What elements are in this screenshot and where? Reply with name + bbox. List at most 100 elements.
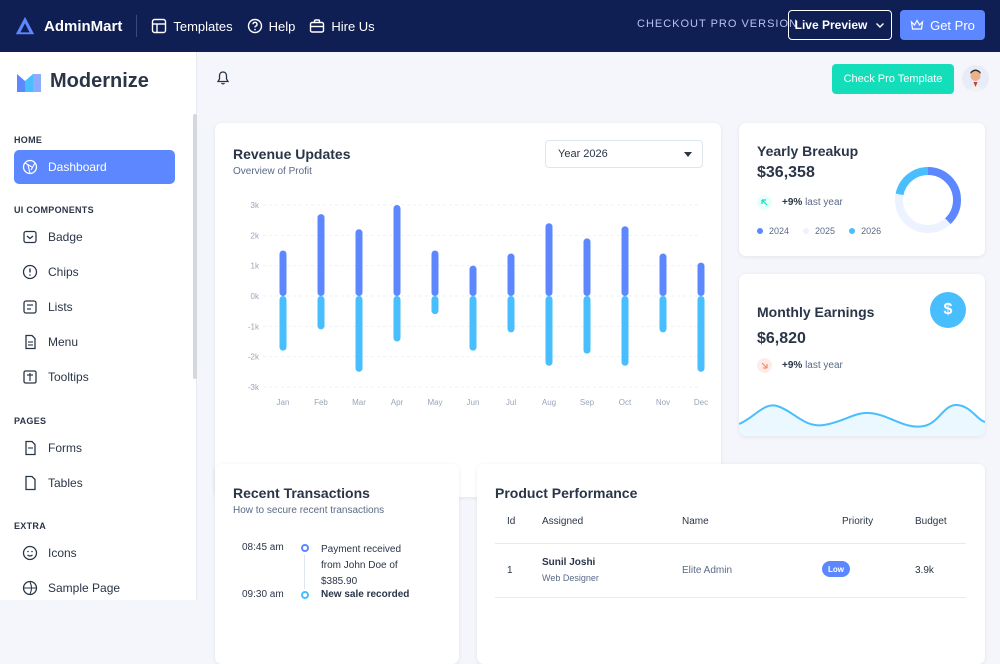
file-icon: [25, 334, 36, 350]
bar-positive[interactable]: [583, 238, 591, 296]
avatar[interactable]: [962, 65, 989, 92]
bar-positive[interactable]: [393, 205, 401, 296]
sidebar-item-label: Badge: [48, 230, 83, 244]
bar-negative[interactable]: [469, 296, 477, 351]
transactions-subtitle: How to secure recent transactions: [233, 505, 385, 516]
bar-negative[interactable]: [393, 296, 401, 342]
bar-positive[interactable]: [279, 250, 287, 297]
bar-positive[interactable]: [317, 214, 325, 296]
monthly-change-row: +9% last year: [782, 360, 843, 371]
sidebar-item-lists[interactable]: Lists: [14, 290, 175, 324]
bar-negative[interactable]: [583, 296, 591, 354]
briefcase-icon: [310, 19, 325, 33]
y-tick-label: 1k: [251, 262, 260, 271]
bar-positive[interactable]: [469, 265, 477, 296]
bar-negative[interactable]: [317, 296, 325, 330]
bar-positive[interactable]: [507, 253, 515, 296]
bar-positive[interactable]: [697, 262, 705, 296]
file-icon: [25, 440, 36, 456]
donut-slice[interactable]: [895, 167, 961, 233]
brand[interactable]: AdminMart: [14, 15, 122, 37]
y-tick-label: 3k: [251, 201, 260, 210]
bar-negative[interactable]: [697, 296, 705, 372]
timeline-line: [304, 555, 305, 589]
sidebar-item-label: Sample Page: [48, 581, 121, 595]
revenue-card: Revenue Updates Overview of Profit Year …: [215, 123, 721, 497]
bar-negative[interactable]: [507, 296, 515, 333]
x-tick-label: Apr: [391, 398, 404, 407]
get-pro-button[interactable]: Get Pro: [900, 10, 985, 40]
yearly-title: Yearly Breakup: [757, 143, 859, 159]
mood-icon: [22, 545, 38, 561]
sidebar-item-label: Lists: [48, 300, 73, 314]
nav-hire-us[interactable]: Hire Us: [309, 18, 375, 34]
nav-templates-label: Templates: [173, 18, 233, 34]
sidebar-item-tooltips[interactable]: Tooltips: [14, 360, 175, 394]
yearly-breakup-card: Yearly Breakup $36,358 +9% last year 202…: [739, 123, 985, 256]
table-divider: [495, 543, 966, 544]
year-select-value: Year 2026: [558, 148, 608, 160]
y-tick-label: 2k: [251, 231, 260, 240]
yearly-value: $36,358: [757, 164, 815, 181]
transaction-text-line: Payment received: [321, 544, 402, 555]
transaction-text-line: $385.90: [321, 576, 358, 587]
cell-budget: 3.9k: [915, 565, 934, 576]
sidebar-item-forms[interactable]: Forms: [14, 431, 175, 465]
sidebar-item-dashboard[interactable]: Dashboard: [14, 150, 175, 184]
bar-negative[interactable]: [431, 296, 439, 315]
column-header: Id: [507, 516, 516, 527]
section-pages: PAGES: [14, 416, 47, 426]
y-tick-label: 0k: [251, 292, 260, 301]
product-performance-card: Product Performance Id Assigned Name Pri…: [477, 464, 985, 664]
sidebar-item-badge[interactable]: Badge: [14, 220, 175, 254]
x-tick-label: Feb: [314, 398, 328, 407]
donut-slice[interactable]: [895, 167, 961, 233]
section-extra: EXTRA: [14, 521, 47, 531]
sidebar-item-icons[interactable]: Icons: [14, 536, 175, 570]
bar-positive[interactable]: [659, 253, 667, 296]
yearly-change-row: +9% last year: [782, 197, 843, 208]
sidebar: Modernize HOME Dashboard UI COMPONENTS B…: [0, 52, 197, 600]
cell-assigned-role: Web Designer: [542, 573, 599, 583]
bell-icon[interactable]: [215, 70, 231, 86]
bar-negative[interactable]: [545, 296, 553, 366]
transaction-time: 08:45 am: [242, 542, 284, 553]
check-pro-template-button[interactable]: Check Pro Template: [832, 64, 954, 94]
bar-negative[interactable]: [659, 296, 667, 333]
live-preview-label: Live Preview: [794, 18, 868, 32]
legend-2026: 2026: [849, 226, 881, 236]
table-divider: [495, 597, 966, 598]
bar-positive[interactable]: [545, 223, 553, 296]
nav-templates[interactable]: Templates: [151, 18, 233, 34]
section-ui-components: UI COMPONENTS: [14, 205, 94, 215]
list-icon: [23, 300, 37, 314]
bar-negative[interactable]: [279, 296, 287, 351]
sidebar-item-chips[interactable]: Chips: [14, 255, 175, 289]
checkout-pro-link[interactable]: CHECKOUT PRO VERSION: [637, 18, 798, 30]
sidebar-logo[interactable]: Modernize: [16, 70, 149, 93]
bar-negative[interactable]: [621, 296, 629, 366]
sidebar-item-tables[interactable]: Tables: [14, 466, 175, 500]
live-preview-button[interactable]: Live Preview: [788, 10, 892, 40]
arrow-down-right-icon: [757, 358, 772, 373]
sidebar-item-label: Tables: [48, 476, 83, 490]
bar-positive[interactable]: [355, 229, 363, 296]
sidebar-item-sample-page[interactable]: Sample Page: [14, 571, 175, 605]
bar-negative[interactable]: [355, 296, 363, 372]
monthly-change-label: last year: [805, 360, 843, 371]
user-avatar-icon: [966, 69, 985, 92]
transaction-time: 09:30 am: [242, 589, 284, 600]
bar-positive[interactable]: [431, 250, 439, 297]
y-tick-label: -3k: [248, 383, 260, 392]
bar-positive[interactable]: [621, 226, 629, 296]
column-header: Assigned: [542, 516, 584, 527]
revenue-subtitle: Overview of Profit: [233, 166, 312, 177]
year-select[interactable]: Year 2026: [545, 140, 703, 168]
tooltip-icon: [23, 370, 37, 384]
yearly-change: +9%: [782, 197, 803, 208]
transaction-text-line: from John Doe of: [321, 560, 398, 571]
sidebar-scrollbar[interactable]: [193, 114, 197, 379]
sidebar-item-menu[interactable]: Menu: [14, 325, 175, 359]
nav-help[interactable]: Help: [247, 18, 295, 34]
cell-id: 1: [507, 565, 513, 576]
